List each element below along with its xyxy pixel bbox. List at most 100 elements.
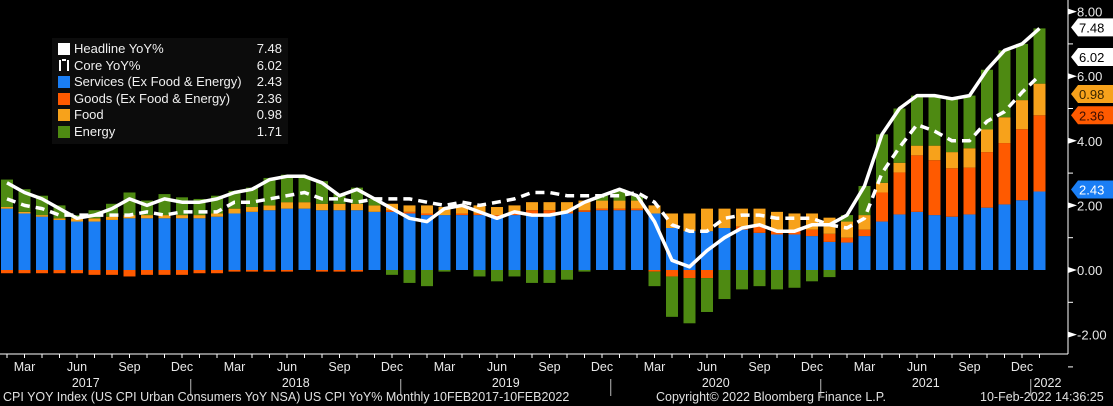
- bar-food: [1033, 83, 1046, 116]
- bar-goods: [228, 270, 241, 272]
- bar-energy: [946, 98, 958, 153]
- x-tick-label: Sep: [118, 360, 140, 374]
- bar-services: [508, 215, 521, 270]
- bar-services: [806, 236, 818, 270]
- bar-food: [963, 148, 976, 168]
- bar-goods: [386, 210, 398, 212]
- bar-goods: [508, 213, 521, 216]
- bar-services: [141, 218, 153, 270]
- bar-services: [788, 234, 801, 270]
- bar-services: [456, 215, 468, 270]
- bar-food: [946, 152, 958, 169]
- year-label: 2020: [702, 376, 730, 390]
- bar-goods: [526, 210, 538, 214]
- bar-goods: [648, 270, 661, 272]
- bar-services: [491, 216, 503, 270]
- bar-energy: [893, 108, 906, 163]
- x-tick-label: Mar: [224, 360, 246, 374]
- bar-energy: [788, 270, 801, 288]
- bar-goods: [613, 208, 626, 211]
- bar-goods: [998, 143, 1011, 205]
- bar-services: [928, 215, 941, 270]
- legend-item-headline: Headline YoY% 7.48: [58, 41, 288, 58]
- bar-services: [333, 210, 346, 270]
- x-tick-label: Dec: [171, 360, 193, 374]
- bar-goods: [176, 270, 188, 275]
- footer-copyright: Copyright© 2022 Bloomberg Finance L.P.: [656, 390, 886, 404]
- bar-food: [193, 215, 206, 219]
- core-yoy-line: [6, 74, 1041, 233]
- y-axis: -2.00 0.00 2.00 4.00 6.00 8.00: [1067, 0, 1107, 368]
- bar-food: [438, 207, 451, 216]
- bar-food: [403, 205, 416, 212]
- bar-food: [298, 202, 311, 209]
- bar-energy: [841, 215, 853, 222]
- value-tag-label: 2.43: [1079, 183, 1104, 198]
- bar-services: [71, 221, 83, 270]
- headline-swatch: [58, 43, 70, 56]
- bar-services: [981, 207, 993, 270]
- bar-food: [368, 205, 381, 212]
- year-label: 2017: [72, 376, 100, 390]
- bar-food: [543, 202, 556, 211]
- bar-energy: [683, 278, 696, 324]
- bar-goods: [211, 270, 223, 274]
- bar-food: [596, 200, 608, 209]
- bar-energy: [403, 270, 416, 283]
- bar-services: [841, 242, 853, 270]
- bar-energy: [753, 270, 766, 287]
- bar-food: [876, 182, 888, 193]
- bar-services: [36, 216, 48, 270]
- x-tick-label: Dec: [381, 360, 403, 374]
- bar-energy: [368, 198, 381, 206]
- bar-food: [491, 207, 503, 216]
- legend-item-energy: Energy 1.71: [58, 124, 288, 141]
- y-tick-label: 4.00: [1077, 134, 1102, 149]
- bar-energy: [526, 270, 538, 283]
- x-tick-label: Sep: [328, 360, 350, 374]
- bar-food: [911, 145, 923, 156]
- value-tag-label: 6.02: [1079, 50, 1104, 65]
- bar-energy: [771, 270, 783, 290]
- bar-energy: [718, 270, 731, 300]
- bar-services: [1033, 191, 1046, 270]
- bar-energy: [123, 192, 136, 216]
- bar-goods: [158, 270, 171, 275]
- bar-goods: [333, 270, 346, 272]
- bar-services: [88, 221, 101, 270]
- bar-services: [1, 208, 13, 270]
- bar-food: [211, 213, 223, 217]
- x-tick-label: Mar: [644, 360, 666, 374]
- bar-food: [351, 203, 363, 211]
- bar-energy: [508, 270, 521, 277]
- bar-goods: [858, 229, 871, 237]
- footer-source: CPI YOY Index (US CPI Urban Consumers Yo…: [3, 390, 570, 404]
- bar-services: [281, 208, 293, 270]
- bar-services: [18, 213, 31, 270]
- bars: [1, 28, 1046, 324]
- bar-services: [263, 210, 276, 270]
- legend-label: Energy: [74, 123, 116, 139]
- bar-food: [683, 213, 696, 232]
- bar-goods: [316, 270, 328, 272]
- bar-energy: [421, 270, 433, 287]
- bar-services: [543, 213, 556, 270]
- bar-goods: [596, 208, 608, 211]
- x-tick-label: Jun: [277, 360, 297, 374]
- bar-goods: [281, 270, 293, 272]
- legend-item-food: Food 0.98: [58, 107, 288, 124]
- bar-services: [998, 204, 1011, 270]
- y-tick-label: -2.00: [1077, 328, 1107, 343]
- legend-value: 0.98: [256, 107, 282, 122]
- bar-goods: [421, 213, 433, 216]
- bar-energy: [1033, 28, 1046, 84]
- bar-goods: [753, 226, 766, 233]
- bar-goods: [36, 270, 48, 274]
- bar-services: [526, 213, 538, 270]
- year-label: 2021: [912, 376, 940, 390]
- x-tick-label: Mar: [854, 360, 876, 374]
- bar-goods: [491, 215, 503, 217]
- bar-food: [421, 205, 433, 214]
- bar-services: [683, 231, 696, 270]
- bar-services: [123, 218, 136, 270]
